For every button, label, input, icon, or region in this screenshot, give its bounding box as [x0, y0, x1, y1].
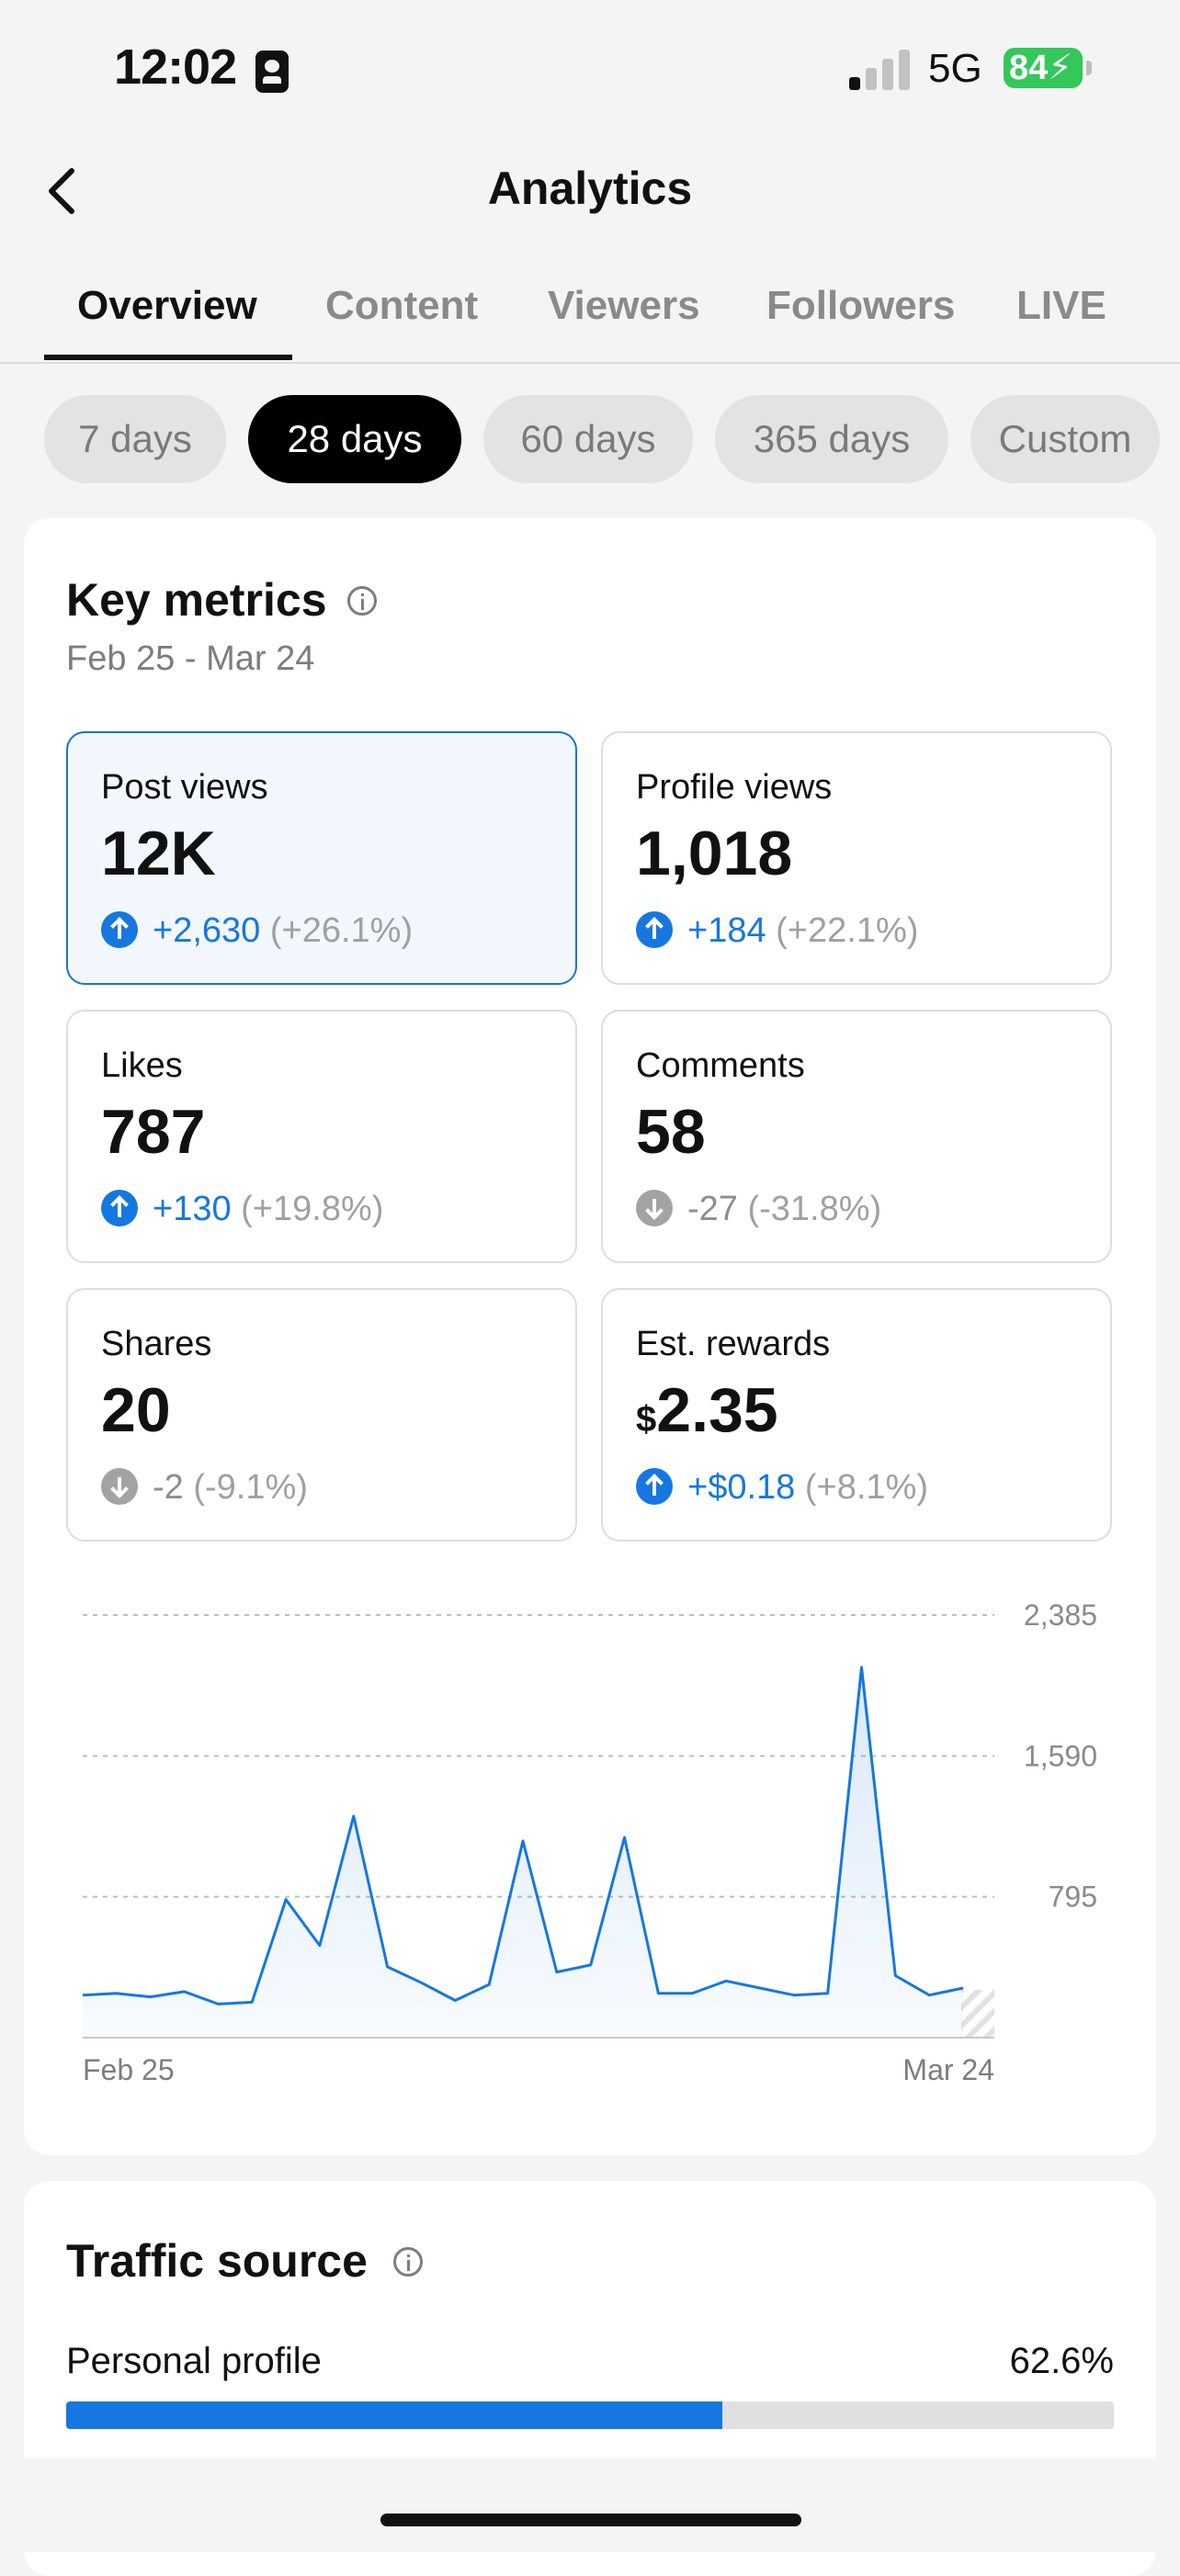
arrow-down-icon [636, 1190, 673, 1226]
range-7-days[interactable]: 7 days [44, 395, 226, 483]
tab-live[interactable]: LIVE [1016, 283, 1106, 328]
metric-delta: -2 (-9.1%) [101, 1468, 308, 1508]
metric-label: Post views [101, 768, 268, 807]
metric-value: 787 [101, 1097, 206, 1167]
traffic-progress-bar [66, 2401, 1114, 2429]
tab-bar: Overview Content Viewers Followers LIVE [0, 272, 1180, 364]
range-28-days[interactable]: 28 days [248, 395, 461, 483]
traffic-row-value: 62.6% [1009, 2341, 1114, 2381]
status-time: 12:02 [114, 40, 237, 95]
range-custom[interactable]: Custom [970, 395, 1160, 483]
metric-label: Likes [101, 1046, 183, 1085]
metric-likes[interactable]: Likes 787 +130 (+19.8%) [66, 1010, 577, 1263]
cellular-signal-icon [849, 48, 913, 90]
key-metrics-title: Key metrics [66, 574, 327, 626]
arrow-up-icon [101, 1190, 138, 1226]
metric-value: 20 [101, 1375, 171, 1445]
metric-label: Comments [636, 1046, 805, 1085]
traffic-source-title: Traffic source [66, 2235, 368, 2287]
range-60-days[interactable]: 60 days [483, 395, 693, 483]
tab-followers[interactable]: Followers [766, 283, 956, 328]
arrow-down-icon [101, 1468, 138, 1505]
metric-post-views[interactable]: Post views 12K +2,630 (+26.1%) [66, 731, 577, 985]
arrow-up-icon [636, 1468, 673, 1505]
info-icon[interactable] [347, 586, 377, 616]
metric-est-rewards[interactable]: Est. rewards $2.35 +$0.18 (+8.1%) [601, 1288, 1112, 1542]
traffic-progress-fill [66, 2401, 722, 2429]
metric-label: Est. rewards [636, 1325, 831, 1363]
status-bar: 12:02 5G 84⚡ [0, 0, 1180, 138]
info-icon[interactable] [393, 2247, 423, 2277]
metric-value: 12K [101, 819, 216, 888]
metric-shares[interactable]: Shares 20 -2 (-9.1%) [66, 1288, 577, 1542]
tab-underline [44, 355, 292, 360]
metric-comments[interactable]: Comments 58 -27 (-31.8%) [601, 1010, 1112, 1263]
bottom-safe-area [0, 2458, 1180, 2552]
range-365-days[interactable]: 365 days [715, 395, 948, 483]
metric-value: 1,018 [636, 819, 793, 888]
metric-value: 58 [636, 1097, 706, 1167]
contact-badge-icon [255, 51, 289, 93]
metric-delta: +130 (+19.8%) [101, 1190, 383, 1229]
metric-delta: +184 (+22.1%) [636, 911, 918, 951]
metric-delta: +$0.18 (+8.1%) [636, 1468, 928, 1508]
battery-tip [1086, 61, 1092, 75]
battery-icon: 84⚡ [1004, 48, 1083, 88]
metric-label: Shares [101, 1325, 212, 1363]
arrow-up-icon [101, 911, 138, 948]
tab-viewers[interactable]: Viewers [548, 283, 700, 328]
metric-profile-views[interactable]: Profile views 1,018 +184 (+22.1%) [601, 731, 1112, 985]
page-title: Analytics [487, 163, 693, 214]
metric-label: Profile views [636, 768, 833, 807]
metric-delta: -27 (-31.8%) [636, 1190, 881, 1229]
tab-content[interactable]: Content [325, 283, 479, 328]
tab-overview[interactable]: Overview [77, 283, 257, 328]
date-range: Feb 25 - Mar 24 [66, 639, 315, 678]
metric-value: $2.35 [636, 1375, 778, 1445]
back-icon[interactable] [40, 165, 86, 217]
arrow-up-icon [636, 911, 673, 948]
home-indicator[interactable] [380, 2514, 801, 2526]
traffic-row-label: Personal profile [66, 2341, 322, 2381]
network-type: 5G [928, 46, 982, 91]
metric-delta: +2,630 (+26.1%) [101, 911, 413, 951]
